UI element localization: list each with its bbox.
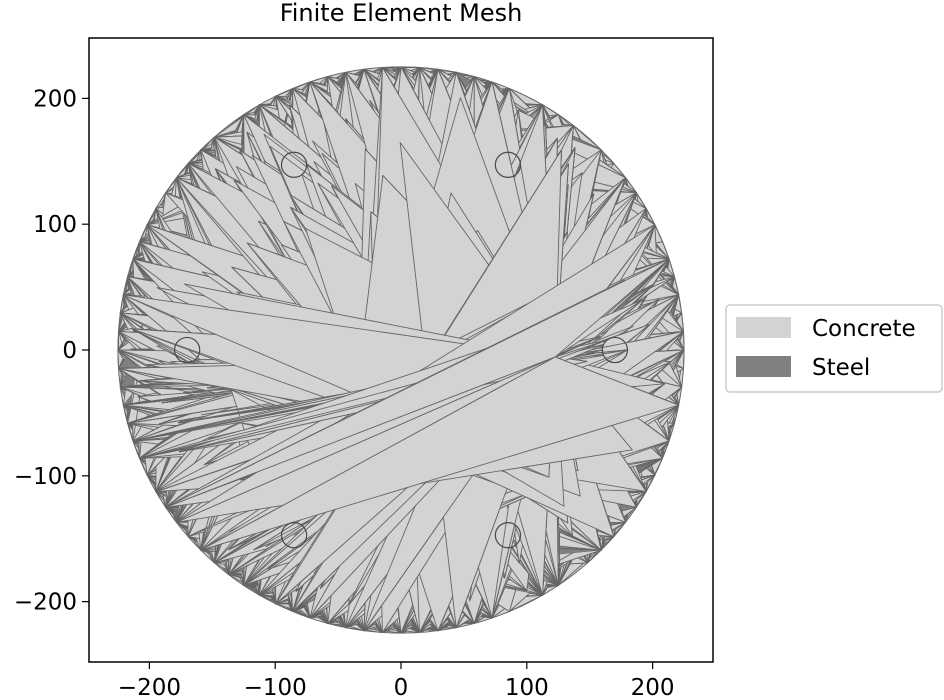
mesh-layer xyxy=(117,66,685,634)
chart-title: Finite Element Mesh xyxy=(280,0,523,27)
plot-area xyxy=(117,66,685,634)
